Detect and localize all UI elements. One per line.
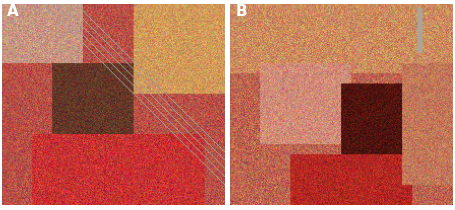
Text: B: B bbox=[235, 4, 247, 19]
Text: A: A bbox=[7, 4, 19, 19]
